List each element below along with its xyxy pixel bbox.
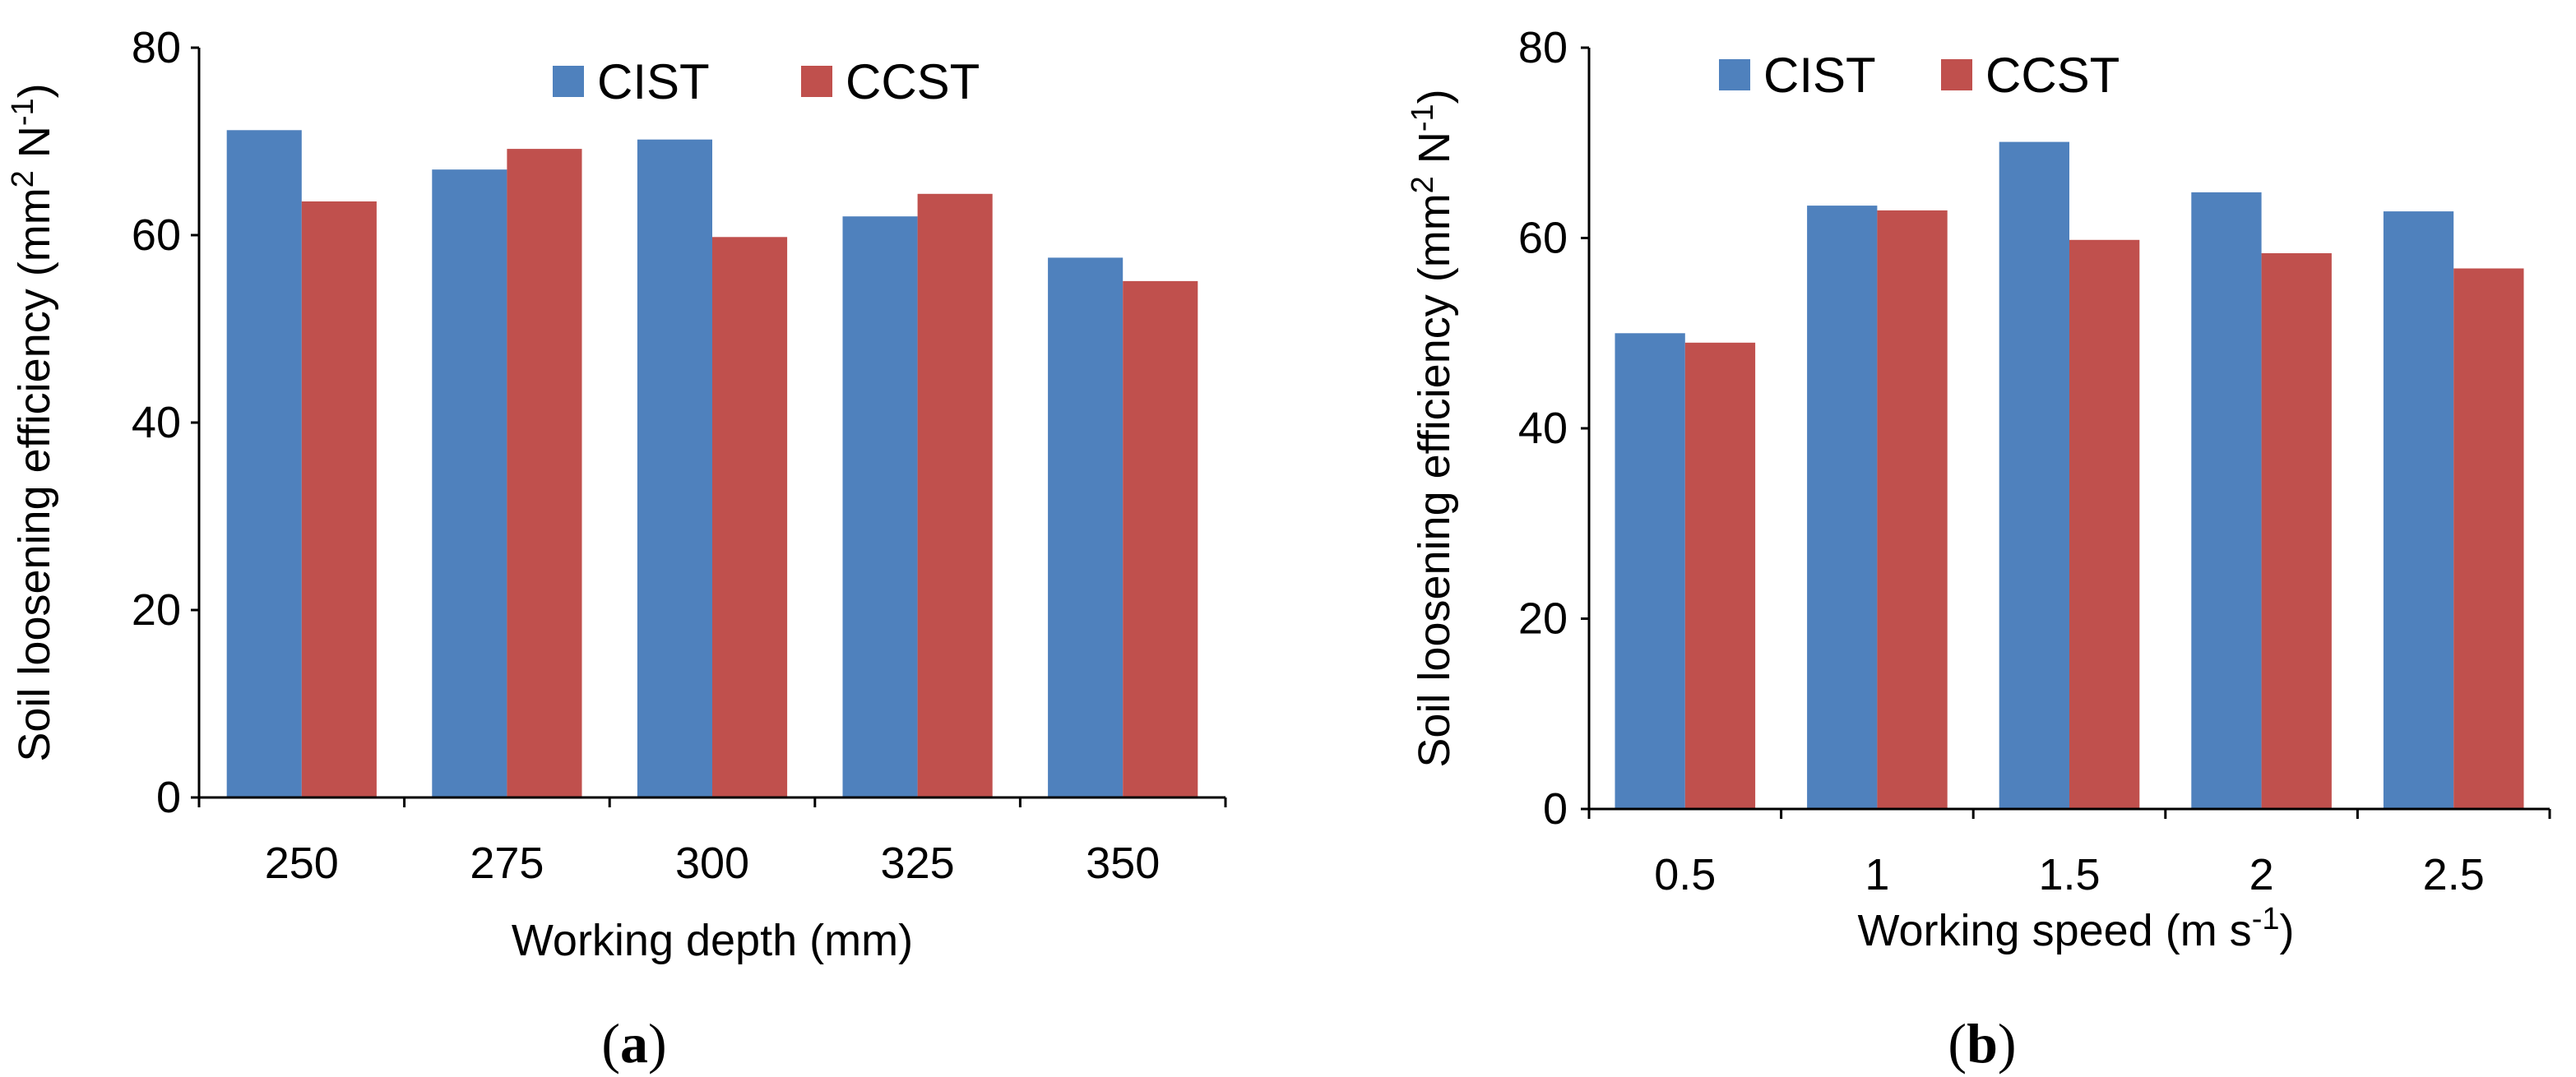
- x-tick-label: 300: [675, 839, 749, 888]
- chart-panel-b: 0 20 40 60 80 0.5 1 1.5 2 2.5 Working sp…: [1406, 23, 2551, 1075]
- panel-a-legend: CIST CCST: [553, 54, 980, 109]
- x-tick-label: 350: [1086, 839, 1160, 888]
- panel-a-y-axis-label: Soil loosening efficiency (mm2 N-1): [6, 83, 59, 761]
- panel-b-x-axis-label: Working speed (m s-1): [1858, 902, 2295, 955]
- panel-b-label: (b): [1948, 1012, 2016, 1075]
- y-tick-label: 0: [1543, 784, 1568, 834]
- legend-label-ccst: CCST: [1985, 48, 2120, 103]
- panel-a-x-axis-label: Working depth (mm): [512, 916, 913, 965]
- bar-ccst-1: [1877, 210, 1948, 809]
- bar-cist-1.5: [1999, 141, 2069, 810]
- legend-swatch-ccst: [801, 66, 832, 97]
- y-tick-label: 20: [1518, 594, 1568, 644]
- bar-cist-250: [226, 130, 302, 798]
- bar-cist-2: [2191, 192, 2262, 809]
- legend-swatch-cist: [553, 66, 584, 97]
- panel-a-label: (a): [601, 1012, 666, 1075]
- x-tick-label: 2.5: [2423, 850, 2485, 899]
- panel-b-y-ticks: [1581, 46, 1589, 811]
- y-tick-label: 80: [1518, 23, 1568, 72]
- panel-b-x-ticks: [1587, 809, 2551, 819]
- bar-ccst-325: [917, 193, 993, 798]
- bar-cist-275: [432, 169, 507, 797]
- chart-panel-a: 0 20 40 60 80 250 275 300 325 350 Workin…: [6, 23, 1227, 1075]
- y-tick-label: 0: [156, 773, 181, 822]
- panel-b-y-tick-labels: 0 20 40 60 80: [1518, 23, 1568, 834]
- panel-a-x-tick-labels: 250 275 300 325 350: [265, 839, 1161, 888]
- legend-swatch-ccst: [1941, 59, 1972, 90]
- x-tick-label: 250: [265, 839, 339, 888]
- bar-cist-325: [842, 216, 918, 797]
- panel-a-y-tick-labels: 0 20 40 60 80: [132, 23, 181, 822]
- x-tick-label: 275: [470, 839, 544, 888]
- bar-ccst-2.5: [2453, 268, 2524, 809]
- x-tick-label: 325: [881, 839, 955, 888]
- panel-a-y-ticks: [191, 46, 199, 799]
- y-tick-label: 20: [132, 585, 181, 635]
- x-tick-label: 0.5: [1654, 850, 1716, 899]
- y-tick-label: 60: [132, 210, 181, 260]
- panel-a-bars: [226, 130, 1198, 798]
- bar-ccst-0.5: [1684, 342, 1756, 809]
- y-tick-label: 60: [1518, 214, 1568, 263]
- panel-b-legend: CIST CCST: [1719, 48, 2120, 103]
- y-tick-label: 40: [132, 398, 181, 447]
- legend-label-cist: CIST: [1763, 48, 1876, 103]
- bar-ccst-1.5: [2069, 239, 2140, 809]
- bar-cist-350: [1048, 257, 1124, 797]
- bar-ccst-275: [507, 149, 582, 798]
- x-tick-label: 1.5: [2038, 850, 2100, 899]
- legend-label-ccst: CCST: [846, 54, 980, 109]
- bar-cist-0.5: [1615, 333, 1685, 810]
- bar-ccst-300: [712, 237, 788, 797]
- bar-ccst-2: [2261, 253, 2332, 809]
- x-tick-label: 2: [2249, 850, 2274, 899]
- panel-b-y-axis-label: Soil loosening efficiency (mm2 N-1): [1406, 89, 1459, 767]
- bar-cist-1: [1807, 206, 1878, 810]
- panel-b-x-tick-labels: 0.5 1 1.5 2 2.5: [1654, 850, 2484, 899]
- legend-label-cist: CIST: [597, 54, 710, 109]
- bar-ccst-250: [301, 201, 377, 797]
- x-tick-label: 1: [1865, 850, 1889, 899]
- bar-cist-2.5: [2383, 211, 2454, 810]
- y-tick-label: 40: [1518, 404, 1568, 453]
- legend-swatch-cist: [1719, 59, 1750, 90]
- y-tick-label: 80: [132, 23, 181, 72]
- bar-cist-300: [637, 139, 712, 797]
- panel-a-x-ticks: [197, 797, 1227, 807]
- panel-b-bars: [1615, 141, 2524, 810]
- bar-ccst-350: [1123, 280, 1198, 797]
